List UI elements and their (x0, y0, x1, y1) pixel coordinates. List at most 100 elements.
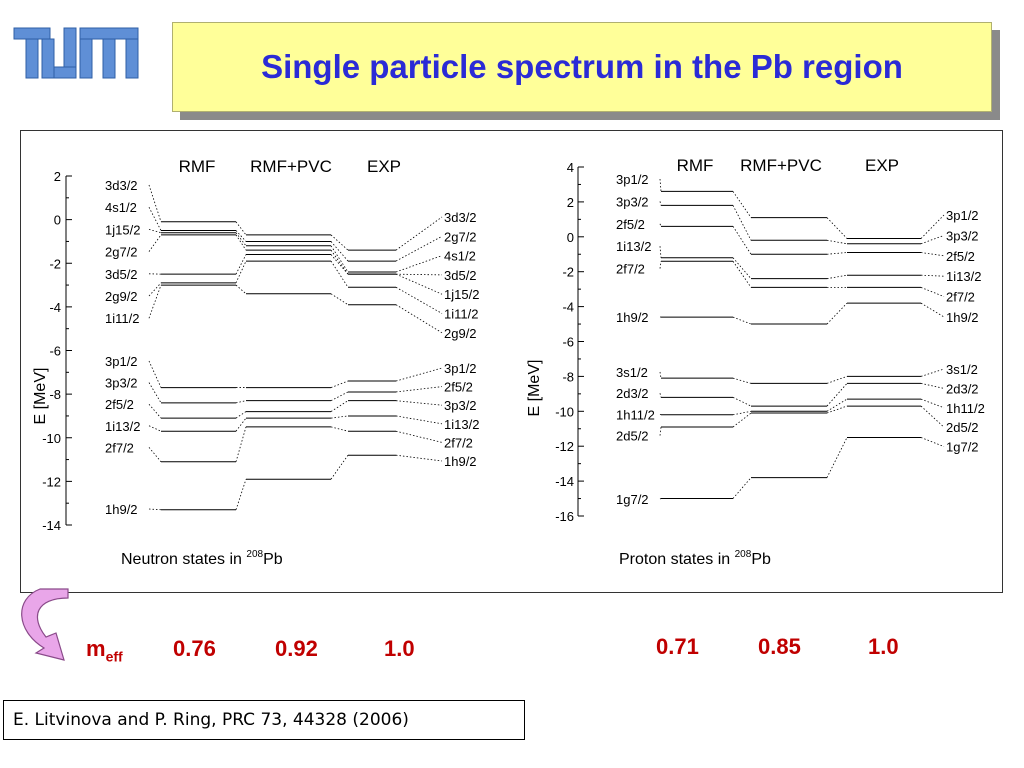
y-tick-label: 4 (567, 160, 574, 175)
label-leader (659, 393, 662, 398)
level-connector (330, 234, 349, 251)
y-tick-label: -14 (42, 518, 61, 533)
label-leader (395, 415, 443, 425)
label-leader (148, 282, 162, 297)
level-connector (330, 380, 349, 388)
label-leader (920, 252, 945, 257)
state-label-right: 1i13/2 (946, 269, 981, 284)
label-leader (148, 425, 162, 432)
level-connector (330, 254, 349, 275)
state-label-right: 3s1/2 (946, 362, 978, 377)
level-connector (826, 239, 848, 245)
y-axis-label: E [MeV] (32, 368, 49, 425)
level-connector (235, 234, 247, 251)
state-label-right: 2g7/2 (444, 229, 477, 244)
label-leader (148, 284, 162, 319)
label-leader (395, 367, 443, 382)
level-diagram-figure: 2 0 -2 -4 -6 -8 -10 -12 -14 E [MeV] RMF RMF+PVC EXP N… (32, 156, 985, 568)
level-connector (235, 426, 247, 462)
label-leader (148, 234, 162, 252)
label-leader (920, 382, 945, 389)
level-connector (826, 437, 848, 478)
state-label-right: 1h11/2 (946, 401, 985, 416)
column-header: RMF (179, 157, 216, 176)
y-tick-label: -10 (42, 431, 61, 446)
state-label-right: 3p3/2 (444, 398, 477, 413)
label-leader (395, 430, 443, 443)
y-tick-label: 0 (567, 230, 574, 245)
level-connector (330, 415, 349, 419)
level-connector (235, 260, 247, 284)
state-label-left: 3d5/2 (105, 267, 138, 282)
state-label-right: 3d5/2 (444, 268, 477, 283)
meff-label: meff (86, 636, 123, 665)
state-label-left: 2g7/2 (105, 245, 138, 260)
panel-title: Proton states in 208Pb (619, 549, 771, 568)
state-label-right: 3p3/2 (946, 228, 979, 243)
state-label-right: 1h9/2 (444, 454, 477, 469)
label-leader (395, 454, 443, 462)
y-tick-label: -14 (555, 474, 574, 489)
level-connector (826, 383, 848, 407)
y-tick-label: -4 (562, 300, 574, 315)
level-connector (826, 217, 848, 239)
state-label-left: 2f7/2 (105, 440, 134, 455)
state-label-left: 2f5/2 (105, 397, 134, 412)
citation-box: E. Litvinova and P. Ring, PRC 73, 44328 … (3, 700, 525, 740)
state-label-left: 1h9/2 (616, 310, 649, 325)
state-label-right: 2d5/2 (946, 420, 979, 435)
level-connector (235, 417, 247, 432)
state-label-left: 1h9/2 (105, 502, 138, 517)
level-connector (732, 477, 752, 499)
label-leader (395, 386, 443, 393)
label-leader (659, 371, 662, 379)
tum-logo (13, 27, 139, 79)
level-connector (732, 261, 752, 288)
state-label-right: 1g7/2 (946, 440, 979, 455)
level-connector (826, 274, 848, 280)
level-connector (732, 316, 752, 325)
y-tick-label: 2 (567, 195, 574, 210)
label-leader (395, 304, 443, 334)
y-tick-label: -8 (562, 369, 574, 384)
column-header: EXP (865, 156, 899, 175)
state-label-left: 1i13/2 (616, 239, 651, 254)
level-connector (235, 284, 247, 295)
state-label-right: 3p1/2 (946, 208, 979, 223)
y-tick-label: -4 (49, 300, 61, 315)
level-connector (826, 398, 848, 412)
level-connector (826, 252, 848, 255)
level-connector (330, 241, 349, 262)
meff-neutron-pvc: 0.92 (275, 636, 318, 661)
column-header: RMF+PVC (250, 157, 332, 176)
label-leader (148, 207, 162, 231)
level-connector (235, 479, 247, 510)
state-label-left: 3s1/2 (616, 365, 648, 380)
label-leader (920, 287, 945, 297)
state-label-left: 2d5/2 (616, 429, 649, 444)
label-leader (920, 398, 945, 409)
level-connector (235, 400, 247, 404)
level-connector (235, 254, 247, 275)
state-label-left: 3p1/2 (105, 354, 138, 369)
state-label-left: 1i13/2 (105, 419, 140, 434)
y-tick-label: 0 (54, 213, 61, 228)
state-label-right: 2f7/2 (444, 435, 473, 450)
y-tick-label: -2 (49, 256, 61, 271)
state-label-left: 1i11/2 (105, 311, 139, 326)
level-connector (330, 260, 349, 288)
state-label-left: 2f7/2 (616, 262, 645, 277)
state-label-right: 2g9/2 (444, 326, 477, 341)
meff-proton-rmf: 0.71 (656, 634, 699, 659)
label-leader (148, 508, 162, 511)
label-leader (659, 261, 662, 269)
label-leader (148, 360, 162, 388)
label-leader (920, 302, 945, 318)
label-leader (395, 400, 443, 406)
level-connector (235, 230, 247, 242)
level-connector (235, 411, 247, 419)
level-connector (732, 377, 752, 384)
level-connector (732, 410, 752, 416)
level-connector (330, 249, 349, 275)
level-connector (732, 191, 752, 218)
